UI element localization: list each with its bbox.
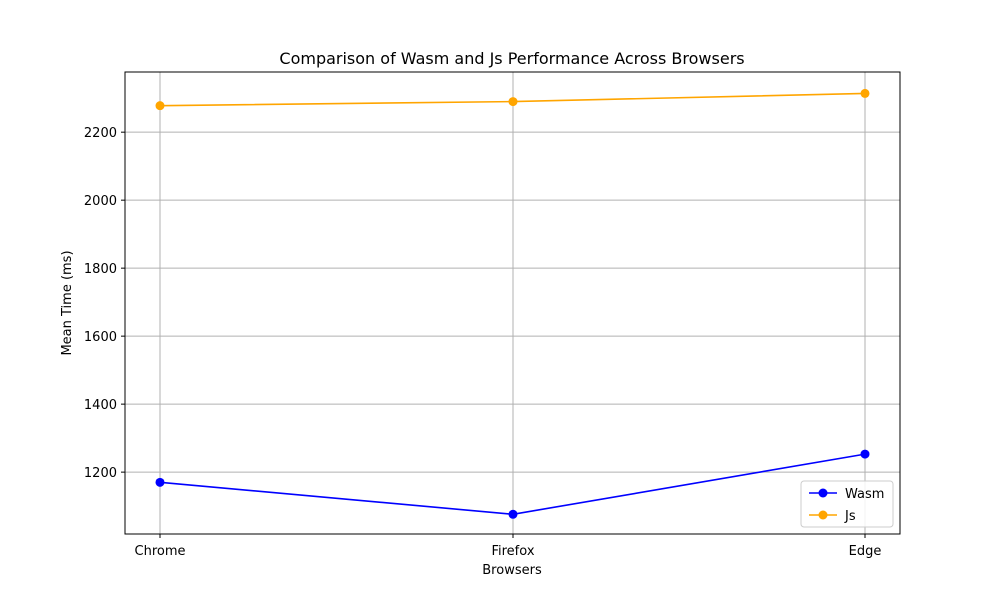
data-point-js: [508, 97, 518, 107]
data-point-wasm: [508, 509, 518, 519]
y-axis-label: Mean Time (ms): [60, 250, 75, 355]
series-layer: [155, 88, 870, 519]
legend-label-js: Js: [844, 509, 856, 524]
data-point-js: [155, 101, 165, 111]
y-tick-label: 1600: [84, 330, 117, 345]
legend-swatch-marker-wasm: [818, 488, 828, 498]
y-tick-label: 1400: [84, 398, 117, 413]
y-tick-label: 2200: [84, 126, 117, 141]
y-tick-label: 2000: [84, 194, 117, 209]
legend: Wasm Js: [800, 480, 894, 528]
data-point-wasm: [155, 477, 165, 487]
chart-title: Comparison of Wasm and Js Performance Ac…: [279, 49, 744, 68]
y-tick-label: 1800: [84, 262, 117, 277]
data-point-wasm: [860, 449, 870, 459]
x-tick-label: Chrome: [135, 544, 186, 559]
grid-layer: [125, 72, 900, 534]
y-tick-label: 1200: [84, 466, 117, 481]
legend-label-wasm: Wasm: [845, 487, 884, 502]
tick-layer: Chrome Firefox Edge 1200 1400 1600 1800 2000 220…: [84, 126, 881, 559]
legend-swatch-marker-js: [818, 510, 828, 520]
x-tick-label: Edge: [849, 544, 882, 559]
x-axis-label: Browsers: [482, 563, 542, 578]
x-tick-label: Firefox: [491, 544, 534, 559]
data-point-js: [860, 88, 870, 98]
